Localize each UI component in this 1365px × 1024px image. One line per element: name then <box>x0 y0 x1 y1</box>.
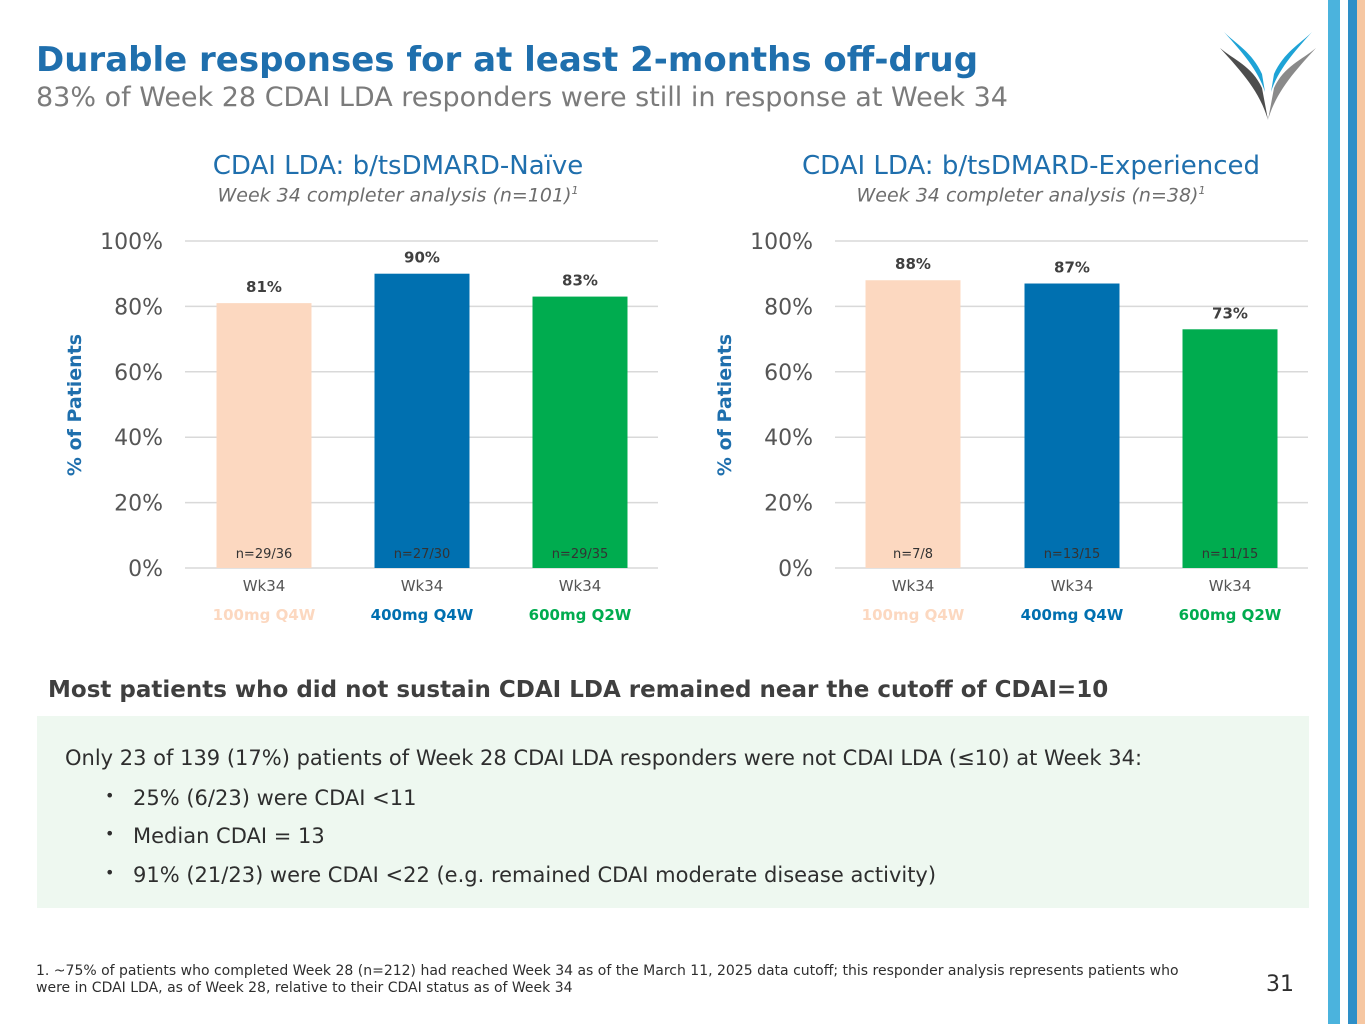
summary-bullet-2: • Median CDAI = 13 <box>105 824 325 848</box>
summary-bullet-text: Median CDAI = 13 <box>133 824 325 848</box>
side-stripe-light-blue <box>1328 0 1340 1024</box>
summary-lead: Only 23 of 139 (17%) patients of Week 28… <box>65 746 1143 770</box>
summary-bullet-3: • 91% (21/23) were CDAI <22 (e.g. remaine… <box>105 863 937 887</box>
chart-right-n-label: n=7/8 <box>893 547 933 562</box>
chart-left-subtitle-footnote-ref: 1 <box>571 184 579 197</box>
summary-bullet-text: 25% (6/23) were CDAI <11 <box>133 786 417 810</box>
side-stripe-blue <box>1348 0 1357 1024</box>
chart-left-ytick-label: 80% <box>114 295 163 320</box>
chart-left-ylabel: % of Patients <box>64 334 86 476</box>
chart-right-ytick-label: 80% <box>764 295 813 320</box>
chart-left-subtitle: Week 34 completer analysis (n=101)1 <box>217 184 578 206</box>
chart-right-bar-2 <box>1024 283 1120 568</box>
chart-right-ytick-label: 40% <box>764 426 813 451</box>
side-stripe-peach <box>1357 0 1365 1024</box>
slide-subtitle: 83% of Week 28 CDAI LDA responders were … <box>36 82 1008 113</box>
chart-right-group-label: 100mg Q4W <box>862 606 965 624</box>
chart-right-n-label: n=13/15 <box>1044 547 1101 562</box>
chart-left-ytick-label: 100% <box>100 230 163 255</box>
chart-left-bar-2 <box>374 273 470 568</box>
chart-left-ytick-label: 60% <box>114 361 163 386</box>
chart-right-ytick-label: 100% <box>750 230 813 255</box>
chart-right-ytick-label: 60% <box>764 361 813 386</box>
chart-left-n-label: n=29/36 <box>236 547 293 562</box>
footnote: 1. ~75% of patients who completed Week 2… <box>36 963 1179 996</box>
chart-left-bar-3 <box>532 296 628 568</box>
chart-left-ytick-label: 20% <box>114 492 163 517</box>
chart-left-group-label: 100mg Q4W <box>213 606 316 624</box>
chart-left-value-label: 90% <box>404 249 440 267</box>
chart-right-value-label: 73% <box>1212 304 1248 322</box>
chart-left-ytick-label: 40% <box>114 426 163 451</box>
chart-left-title: CDAI LDA: b/tsDMARD-Naïve <box>212 151 584 181</box>
chart-left-category-label: Wk34 <box>401 577 444 595</box>
summary-box: Only 23 of 139 (17%) patients of Week 28… <box>37 716 1309 908</box>
chart-right-bar-1 <box>865 280 961 568</box>
chart-left-subtitle-text: Week 34 completer analysis (n=101) <box>217 184 572 207</box>
chart-left-category-label: Wk34 <box>559 577 602 595</box>
chart-right-bar-3 <box>1182 329 1278 568</box>
chart-left-ytick-label: 0% <box>128 557 163 582</box>
chart-left-group-label: 600mg Q2W <box>529 606 632 624</box>
chart-left-value-label: 83% <box>562 272 598 290</box>
chart-right-value-label: 88% <box>895 255 931 273</box>
chart-right-category-label: Wk34 <box>1209 577 1252 595</box>
bullet-dot: • <box>105 824 115 843</box>
chart-right-title: CDAI LDA: b/tsDMARD-Experienced <box>801 151 1261 181</box>
chart-left-group-label: 400mg Q4W <box>371 606 474 624</box>
chart-left-category-label: Wk34 <box>243 577 286 595</box>
chart-right-ytick-label: 20% <box>764 492 813 517</box>
slide-title: Durable responses for at least 2-months … <box>36 40 979 80</box>
chart-right-subtitle-footnote-ref: 1 <box>1198 184 1206 197</box>
chart-right-subtitle-text: Week 34 completer analysis (n=38) <box>856 184 1199 207</box>
chart-right-value-label: 87% <box>1054 259 1090 277</box>
summary-bullet-text: 91% (21/23) were CDAI <22 (e.g. remained… <box>133 863 937 887</box>
chart-right-group-label: 600mg Q2W <box>1179 606 1282 624</box>
bullet-dot: • <box>105 786 115 805</box>
bullet-dot: • <box>105 863 115 882</box>
page-number: 31 <box>1266 972 1294 997</box>
chart-left-n-label: n=29/35 <box>552 547 609 562</box>
chart-right-n-label: n=11/15 <box>1202 547 1259 562</box>
chart-left-value-label: 81% <box>246 278 282 296</box>
chart-right-category-label: Wk34 <box>892 577 935 595</box>
summary-heading: Most patients who did not sustain CDAI L… <box>48 677 1109 703</box>
side-stripe-white <box>1340 0 1348 1024</box>
company-logo-icon <box>1220 32 1316 120</box>
chart-left-bar-1 <box>216 303 312 568</box>
chart-right-category-label: Wk34 <box>1051 577 1094 595</box>
summary-bullet-1: • 25% (6/23) were CDAI <11 <box>105 786 417 810</box>
chart-right-subtitle: Week 34 completer analysis (n=38)1 <box>857 184 1206 206</box>
chart-right-ytick-label: 0% <box>778 557 813 582</box>
chart-left-n-label: n=27/30 <box>394 547 451 562</box>
bar-charts: 0% 20% 40% 60% 80% 100% % of Patients 81% n=29/3… <box>64 230 1308 624</box>
chart-right-group-label: 400mg Q4W <box>1021 606 1124 624</box>
chart-right-ylabel: % of Patients <box>714 334 736 476</box>
